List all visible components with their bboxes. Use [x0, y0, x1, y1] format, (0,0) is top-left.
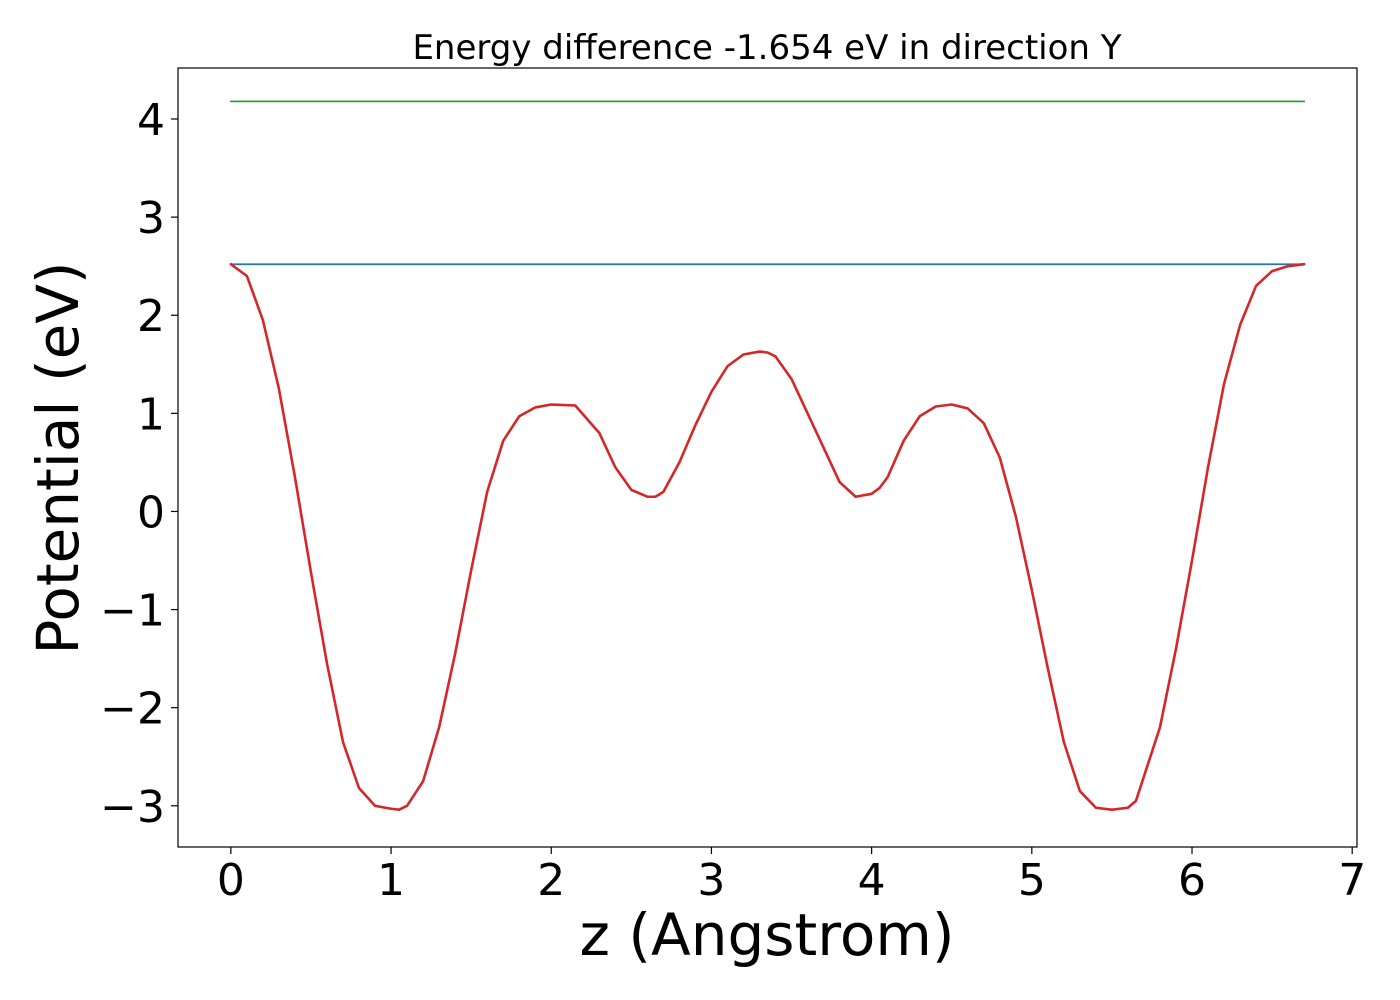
x-axis-ticks: 0 1 2 3 4 5 6 7	[217, 847, 1366, 906]
x-tick-label: 4	[858, 855, 886, 906]
x-tick-label: 1	[377, 855, 405, 906]
y-tick-label: 4	[137, 95, 165, 146]
series-line-2	[229, 262, 1306, 812]
y-tick-label: 3	[137, 193, 165, 244]
y-tick-label: −3	[100, 782, 165, 833]
plot-frame	[177, 67, 1358, 848]
x-tick-label: 3	[697, 855, 725, 906]
y-axis-ticks: −3 −2 −1 0 1 2 3 4	[100, 95, 178, 833]
x-tick-label: 2	[537, 855, 565, 906]
x-tick-label: 6	[1178, 855, 1206, 906]
y-tick-label: 2	[137, 291, 165, 342]
x-tick-label: 0	[217, 855, 245, 906]
chart-title: Energy difference -1.654 eV in direction…	[412, 28, 1121, 68]
y-axis-label: Potential (eV)	[24, 261, 92, 654]
y-tick-label: −2	[100, 684, 165, 735]
x-axis-label: z (Angstrom)	[580, 901, 955, 969]
y-tick-label: 0	[137, 487, 165, 538]
x-tick-label: 7	[1338, 855, 1366, 906]
y-tick-label: −1	[100, 586, 165, 637]
series-layer	[229, 100, 1306, 812]
y-tick-label: 1	[137, 389, 165, 440]
x-tick-label: 5	[1018, 855, 1046, 906]
